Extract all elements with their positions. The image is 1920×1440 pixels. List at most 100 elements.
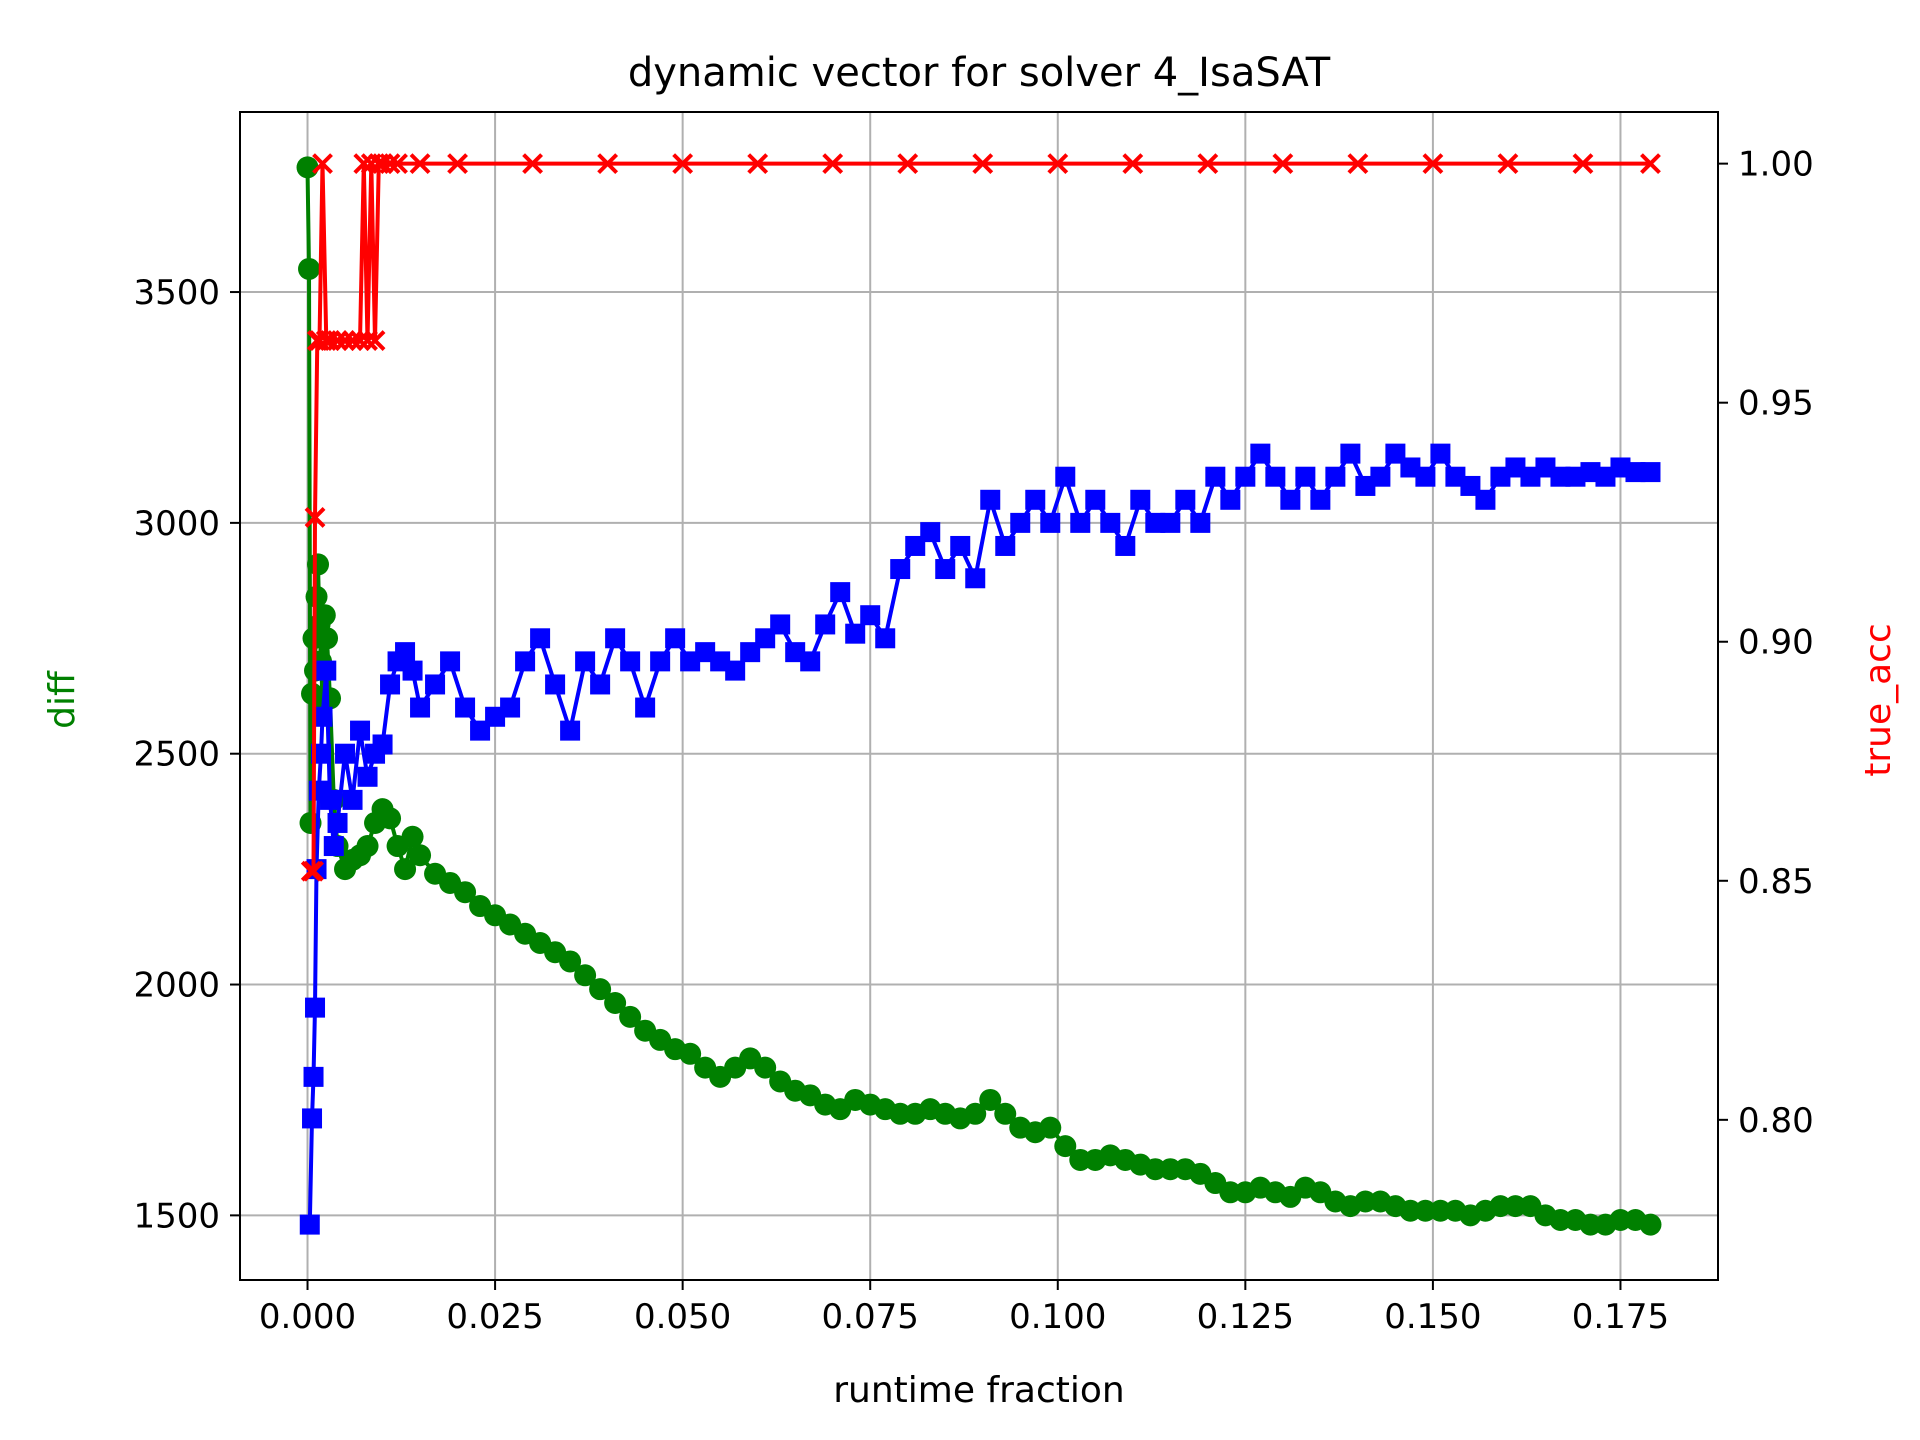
data-point [1250, 443, 1271, 464]
data-point [1122, 153, 1144, 175]
data-point [395, 642, 416, 663]
y-axis-left: 1500 2000 2500 3000 3500 [133, 273, 240, 1236]
data-point [1070, 512, 1091, 533]
grid-lines [240, 112, 1718, 1280]
data-point [1280, 489, 1301, 510]
data-point [409, 844, 432, 867]
data-point [972, 153, 994, 175]
data-point [590, 674, 611, 695]
data-point [1430, 443, 1451, 464]
data-point [1040, 512, 1061, 533]
y-right-tick-label: 0.80 [1738, 1101, 1814, 1141]
data-point [1054, 1135, 1077, 1158]
data-point [890, 559, 911, 580]
y-left-tick-label: 3000 [133, 504, 220, 544]
data-point [327, 812, 348, 833]
data-point [1520, 466, 1541, 487]
chart-title: dynamic vector for solver 4_IsaSAT [628, 50, 1331, 96]
data-point [303, 1066, 324, 1087]
data-point [935, 559, 956, 580]
data-point [299, 1214, 320, 1235]
data-point [316, 627, 339, 650]
data-point [1625, 462, 1646, 483]
data-point [597, 153, 619, 175]
data-point [800, 651, 821, 672]
data-point [302, 1108, 323, 1129]
data-point [897, 153, 919, 175]
data-point [515, 651, 536, 672]
x-axis: 0.000 0.025 0.050 0.075 0.100 0.125 0.150 0.175 [259, 1280, 1669, 1337]
x-axis-label: runtime fraction [833, 1370, 1125, 1411]
data-point [522, 153, 544, 175]
data-point [1415, 466, 1436, 487]
data-point [342, 330, 363, 351]
data-point [747, 153, 769, 175]
data-point [589, 978, 612, 1001]
data-point [356, 835, 379, 858]
data-point [401, 825, 424, 848]
data-point [995, 535, 1016, 556]
data-point [1535, 457, 1556, 478]
series-layer [296, 153, 1662, 1236]
data-point [1100, 512, 1121, 533]
data-point [1220, 489, 1241, 510]
y-left-tick-label: 2500 [133, 735, 220, 775]
series-circle [296, 156, 1662, 1236]
y-right-tick-label: 0.90 [1738, 623, 1814, 663]
data-point [380, 674, 401, 695]
data-point [357, 766, 378, 787]
data-point [298, 257, 321, 280]
data-point [1272, 153, 1294, 175]
data-point [311, 743, 332, 764]
y-left-tick-label: 2000 [133, 966, 220, 1006]
data-point [1205, 466, 1226, 487]
data-point [327, 330, 348, 351]
data-point [845, 623, 866, 644]
data-point [440, 651, 461, 672]
data-point [364, 330, 386, 351]
data-point [454, 881, 477, 904]
data-point [1565, 466, 1586, 487]
data-point [679, 1042, 702, 1065]
data-point [665, 628, 686, 649]
data-point [1460, 475, 1481, 496]
data-point [379, 153, 401, 175]
data-point [307, 553, 330, 576]
data-point [500, 697, 521, 718]
x-tick-label: 0.050 [634, 1297, 731, 1337]
data-point [1505, 457, 1526, 478]
data-point [303, 860, 324, 882]
data-point [1347, 153, 1369, 175]
data-point [342, 789, 363, 810]
data-point [964, 1102, 987, 1125]
data-point [822, 153, 844, 175]
data-point [1639, 1213, 1662, 1236]
data-point [1572, 153, 1594, 175]
data-point [650, 651, 671, 672]
y-right-tick-label: 1.00 [1738, 145, 1814, 185]
data-point [372, 153, 393, 175]
data-point [357, 330, 378, 351]
data-point [979, 1088, 1002, 1111]
data-point [950, 535, 971, 556]
data-point [312, 706, 333, 727]
data-point [304, 507, 326, 528]
data-point [409, 153, 431, 175]
data-point [1325, 466, 1346, 487]
data-point [754, 1056, 777, 1079]
x-tick-label: 0.075 [822, 1297, 919, 1337]
data-point [619, 1005, 642, 1028]
data-point [455, 697, 476, 718]
data-point [349, 330, 371, 351]
data-point [1640, 462, 1661, 483]
data-point [372, 734, 393, 755]
data-point [379, 807, 402, 830]
x-tick-label: 0.125 [1197, 1297, 1294, 1337]
y-axis-right: 0.80 0.85 0.90 0.95 1.00 [1718, 145, 1814, 1141]
x-tick-label: 0.175 [1572, 1297, 1669, 1337]
data-point [605, 628, 626, 649]
y-left-tick-label: 1500 [133, 1196, 220, 1236]
data-point [695, 642, 716, 663]
y-left-tick-label: 3500 [133, 273, 220, 313]
